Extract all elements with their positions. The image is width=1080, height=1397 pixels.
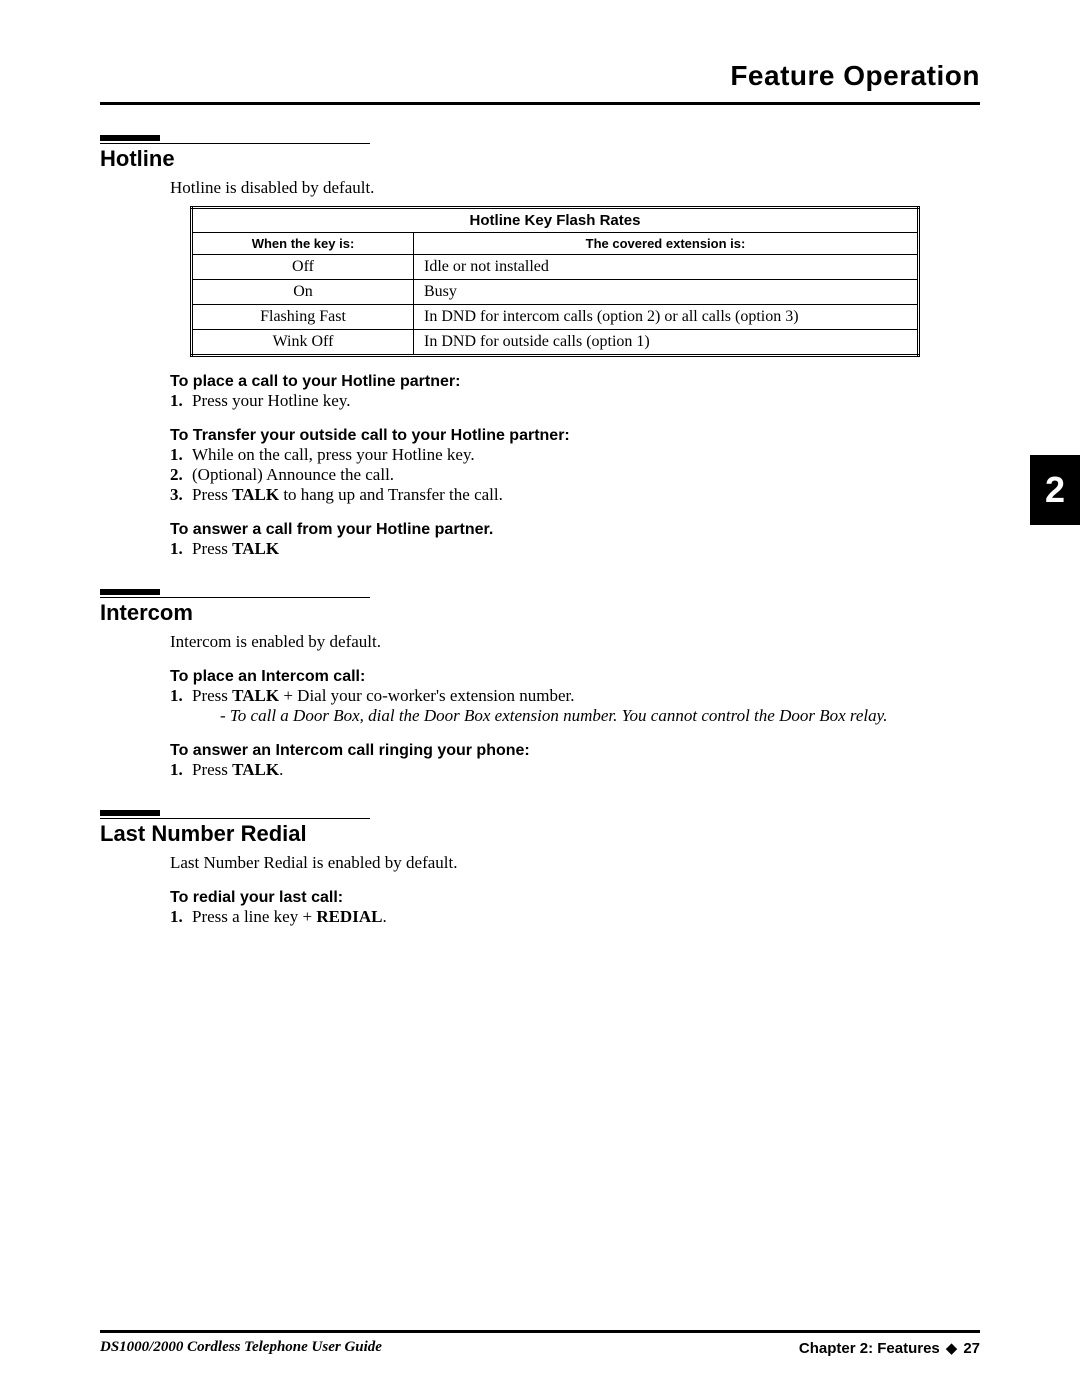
page-header-title: Feature Operation (100, 60, 980, 92)
intercom-intro: Intercom is enabled by default. (170, 632, 980, 652)
step-line: 3.Press TALK to hang up and Transfer the… (170, 485, 980, 505)
hotline-table: Hotline Key Flash Rates When the key is:… (190, 206, 920, 357)
footer-rule (100, 1330, 980, 1333)
diamond-icon: ◆ (946, 1340, 958, 1357)
table-cell: Idle or not installed (414, 255, 919, 280)
step-line: 1.Press your Hotline key. (170, 391, 980, 411)
step-line: 1.Press TALK + Dial your co-worker's ext… (170, 686, 980, 706)
step-text: Press a line key + REDIAL. (192, 907, 387, 927)
footer-row: DS1000/2000 Cordless Telephone User Guid… (100, 1339, 980, 1357)
table-cell: Off (192, 255, 414, 280)
table-row: Off Idle or not installed (192, 255, 919, 280)
table-row: Wink Off In DND for outside calls (optio… (192, 330, 919, 356)
footer-left: DS1000/2000 Cordless Telephone User Guid… (100, 1339, 382, 1357)
table-cell: In DND for intercom calls (option 2) or … (414, 305, 919, 330)
section-thick-bar (100, 589, 160, 595)
table-row: Flashing Fast In DND for intercom calls … (192, 305, 919, 330)
header-rule (100, 102, 980, 105)
redial-intro: Last Number Redial is enabled by default… (170, 853, 980, 873)
section-title-redial: Last Number Redial (100, 821, 980, 847)
step-text: Press TALK to hang up and Transfer the c… (192, 485, 503, 505)
step-line: 1.While on the call, press your Hotline … (170, 445, 980, 465)
step-text: Press TALK (192, 539, 279, 559)
table-col1-header: When the key is: (192, 233, 414, 255)
intercom-note: - To call a Door Box, dial the Door Box … (220, 706, 980, 726)
step-text: Press TALK + Dial your co-worker's exten… (192, 686, 575, 706)
chapter-tab: 2 (1030, 455, 1080, 525)
section-thick-bar (100, 135, 160, 141)
step-line: 1.Press a line key + REDIAL. (170, 907, 980, 927)
table-cell: Busy (414, 280, 919, 305)
section-hotline-head: Hotline (100, 135, 980, 172)
step-line: 1.Press TALK (170, 539, 980, 559)
page-footer: DS1000/2000 Cordless Telephone User Guid… (100, 1322, 980, 1357)
subhead-hotline-answer: To answer a call from your Hotline partn… (170, 521, 980, 539)
section-title-hotline: Hotline (100, 146, 980, 172)
table-cell: In DND for outside calls (option 1) (414, 330, 919, 356)
step-line: 2.(Optional) Announce the call. (170, 465, 980, 485)
section-thick-bar (100, 810, 160, 816)
step-text: Press your Hotline key. (192, 391, 351, 411)
table-cell: On (192, 280, 414, 305)
hotline-intro: Hotline is disabled by default. (170, 178, 980, 198)
subhead-intercom-answer: To answer an Intercom call ringing your … (170, 742, 980, 760)
section-thin-rule (100, 597, 370, 598)
step-line: 1.Press TALK. (170, 760, 980, 780)
section-redial-head: Last Number Redial (100, 810, 980, 847)
subhead-intercom-place: To place an Intercom call: (170, 668, 980, 686)
subhead-redial: To redial your last call: (170, 889, 980, 907)
table-col2-header: The covered extension is: (414, 233, 919, 255)
subhead-hotline-place: To place a call to your Hotline partner: (170, 373, 980, 391)
chapter-number: 2 (1045, 469, 1065, 511)
section-thin-rule (100, 818, 370, 819)
table-title: Hotline Key Flash Rates (192, 208, 919, 233)
step-text: (Optional) Announce the call. (192, 465, 394, 485)
document-page: Feature Operation Hotline Hotline is dis… (0, 0, 1080, 1397)
section-thin-rule (100, 143, 370, 144)
step-text: Press TALK. (192, 760, 283, 780)
footer-right: Chapter 2: Features◆27 (799, 1339, 980, 1357)
section-title-intercom: Intercom (100, 600, 980, 626)
table-cell: Wink Off (192, 330, 414, 356)
table-cell: Flashing Fast (192, 305, 414, 330)
step-text: While on the call, press your Hotline ke… (192, 445, 475, 465)
table-row: On Busy (192, 280, 919, 305)
subhead-hotline-transfer: To Transfer your outside call to your Ho… (170, 427, 980, 445)
section-intercom-head: Intercom (100, 589, 980, 626)
